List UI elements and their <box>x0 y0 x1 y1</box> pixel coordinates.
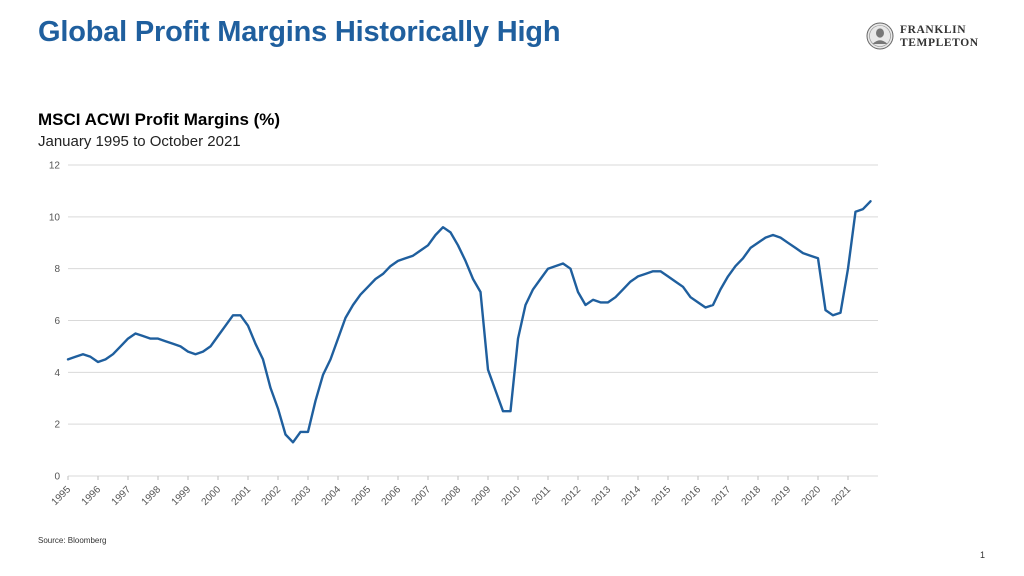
chart-title: MSCI ACWI Profit Margins (%) <box>38 110 281 129</box>
x-tick-label: 2016 <box>680 484 704 508</box>
chart-series <box>66 200 872 444</box>
x-tick-label: 2015 <box>650 484 674 508</box>
x-tick-label: 1998 <box>140 484 164 508</box>
x-tick-label: 2007 <box>410 484 434 508</box>
logo-text-templeton: TEMPLETON <box>900 37 979 49</box>
x-tick-label: 2002 <box>260 484 284 508</box>
x-tick-label: 2018 <box>740 484 764 508</box>
x-tick-label: 2000 <box>200 484 224 508</box>
x-tick-label: 2012 <box>560 484 584 508</box>
x-tick-label: 2013 <box>590 484 614 508</box>
x-tick-label: 2021 <box>830 484 854 508</box>
series-line-profit-margin <box>66 200 872 444</box>
logo-text-franklin: FRANKLIN <box>900 24 967 36</box>
x-tick-label: 2020 <box>800 484 824 508</box>
franklin-templeton-logo: FRANKLIN TEMPLETON <box>866 22 990 52</box>
x-tick-label: 1996 <box>80 484 104 508</box>
x-tick-label: 2014 <box>620 484 644 508</box>
y-tick-label: 0 <box>54 472 60 483</box>
franklin-portrait-seal-icon <box>866 22 894 50</box>
x-tick-label: 2001 <box>230 484 254 508</box>
chart-gridlines <box>68 164 878 477</box>
page-number: 1 <box>980 550 986 560</box>
x-tick-label: 2010 <box>500 484 524 508</box>
x-axis-ticks: 1995 1996 1997 1998 1999 2000 2001 2002 2003 2004… <box>50 476 854 508</box>
x-tick-label: 1995 <box>50 484 74 508</box>
y-tick-label: 12 <box>49 161 61 172</box>
slide-title: Global Profit Margins Historically High <box>38 16 561 48</box>
y-tick-label: 6 <box>54 316 60 327</box>
x-tick-label: 2005 <box>350 484 374 508</box>
y-tick-label: 2 <box>54 420 60 431</box>
x-tick-label: 2004 <box>320 484 344 508</box>
x-tick-label: 2019 <box>770 484 794 508</box>
x-tick-label: 2006 <box>380 484 404 508</box>
x-tick-label: 2017 <box>710 484 734 508</box>
y-tick-label: 8 <box>54 264 60 275</box>
x-tick-label: 2008 <box>440 484 464 508</box>
x-tick-label: 2009 <box>470 484 494 508</box>
source-note: Source: Bloomberg <box>38 536 107 545</box>
x-tick-label: 2003 <box>290 484 314 508</box>
x-tick-label: 2011 <box>530 484 553 507</box>
x-tick-label: 1997 <box>110 484 134 508</box>
x-tick-label: 1999 <box>170 484 194 508</box>
y-tick-label: 10 <box>49 212 61 223</box>
y-axis-ticks: 0 2 4 6 8 10 12 <box>49 161 61 483</box>
chart-subtitle: January 1995 to October 2021 <box>38 133 241 150</box>
y-tick-label: 4 <box>54 368 60 379</box>
